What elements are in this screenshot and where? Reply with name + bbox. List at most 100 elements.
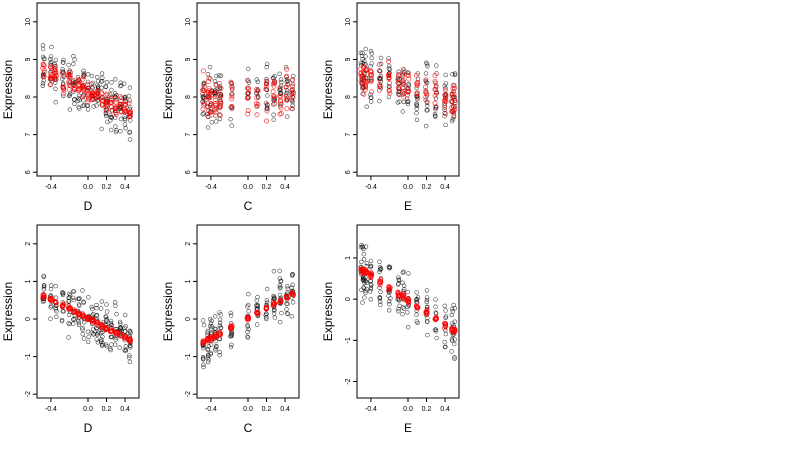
fitted-point [121,108,127,114]
observed-point [202,81,207,87]
observed-point [206,359,211,365]
observed-point [100,75,105,81]
observed-point [205,355,211,360]
observed-point [452,71,458,76]
fitted-point [451,104,457,110]
fitted-point [245,108,251,114]
fitted-point [244,315,250,321]
observed-point [127,359,133,365]
x-tick-label: 0.2 [102,406,112,413]
observed-point [364,104,369,109]
fitted-point [59,70,65,76]
fitted-point [245,86,251,92]
fitted-point [71,86,77,92]
x-tick-label: 0.2 [102,184,112,191]
observed-point [228,313,234,318]
fitted-point [76,78,82,84]
observed-point [127,353,132,358]
fitted-point [41,63,47,69]
observed-point [406,83,411,88]
observed-point [70,295,76,301]
observed-point [98,306,104,311]
observed-point [396,277,401,282]
y-axis-label: Expression [321,282,335,341]
fitted-point [254,87,260,93]
observed-point [94,305,99,311]
fitted-point [451,91,457,97]
observed-point [53,295,59,300]
observed-point [126,93,132,99]
observed-point [277,276,282,281]
fitted-point [449,99,455,105]
observed-point [452,72,458,78]
observed-point [271,269,277,274]
observed-point [405,70,410,75]
fitted-point [272,101,278,107]
y-tick-label: 1 [185,279,192,283]
y-tick-label: 6 [25,170,32,174]
observed-point [284,307,289,312]
observed-point [122,114,127,119]
fitted-point [213,109,219,115]
observed-point [424,288,430,293]
fitted-point [218,93,224,99]
y-tick-label: 9 [345,57,352,61]
fitted-point [277,85,283,91]
fitted-point [53,69,59,75]
fitted-point [85,99,91,105]
x-tick-label: 0.4 [440,406,450,413]
observed-point [284,79,289,85]
fitted-point [52,63,58,69]
fitted-point [200,68,206,74]
fitted-point [424,99,430,105]
observed-point [425,304,430,309]
fitted-point [94,95,100,101]
x-tick-label: 0.4 [440,184,450,191]
fitted-point [200,339,206,345]
y-tick-label: 10 [25,18,32,26]
fitted-point [206,75,212,81]
observed-point [48,303,54,309]
observed-point [368,258,374,264]
y-tick-label: 7 [185,133,192,137]
observed-point [387,67,393,72]
fitted-point [207,91,213,97]
observed-point [401,269,406,274]
fitted-point [109,326,115,332]
observed-point [387,63,392,69]
y-tick-label: 10 [185,18,192,26]
fitted-point [452,328,458,333]
observed-point [377,98,382,104]
fitted-point [126,114,132,119]
observed-point [363,244,369,249]
plot-frame [196,224,300,399]
observed-point [217,116,223,122]
observed-point [290,103,295,108]
fitted-point [229,322,235,328]
observed-point [113,303,118,308]
fitted-point [246,90,251,96]
y-tick-label: 6 [185,170,192,174]
observed-point [104,344,110,349]
observed-point [67,291,72,296]
fitted-point [290,292,296,298]
observed-point [271,296,276,302]
observed-point [218,325,224,330]
y-tick-label: 1 [345,256,352,260]
observed-point [98,339,104,344]
observed-point [217,350,222,355]
fitted-point [433,83,439,89]
fitted-point [47,82,53,88]
observed-point [433,311,439,316]
fitted-point [61,72,67,78]
observed-point [360,61,366,66]
observed-point [362,280,367,286]
fitted-point [127,111,133,117]
fitted-point [94,320,100,325]
fitted-point [76,88,82,94]
observed-point [255,303,260,308]
x-axis-label: C [244,421,253,435]
fitted-point [53,300,59,306]
observed-point [66,295,71,300]
observed-point [209,318,214,323]
